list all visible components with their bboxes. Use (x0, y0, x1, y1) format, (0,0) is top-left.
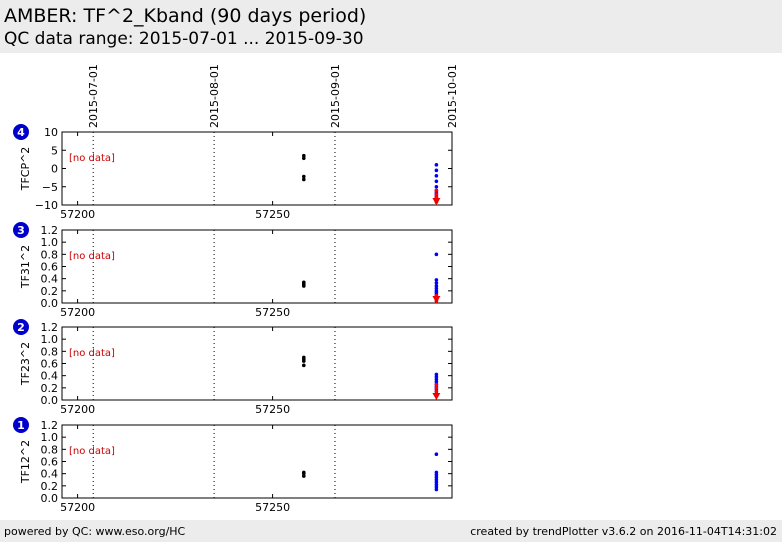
y-tick-label: 0.4 (41, 370, 59, 383)
data-point (434, 184, 439, 189)
panel-badge (13, 124, 29, 140)
data-point (434, 192, 439, 196)
x-tick-label: 57250 (255, 306, 290, 319)
page-title: AMBER: TF^2_Kband (90 days period) (4, 5, 367, 27)
y-tick-label: 1.2 (41, 321, 59, 334)
no-data-label: [no data] (69, 348, 115, 359)
data-point (434, 252, 439, 257)
outlier-marker (432, 393, 441, 400)
y-tick-label: 1.0 (41, 333, 59, 346)
y-axis-label: TFCP^2 (19, 147, 32, 192)
y-tick-label: 0.0 (41, 492, 59, 505)
y-tick-label: −5 (42, 181, 58, 194)
y-axis-label: TF31^2 (19, 245, 32, 289)
footer-created-by: created by trendPlotter v3.6.2 on 2016-1… (470, 525, 777, 538)
data-point (434, 188, 439, 193)
no-data-label: [no data] (69, 153, 115, 164)
data-point (302, 174, 306, 179)
data-point (434, 281, 439, 285)
y-tick-label: 0 (51, 163, 58, 176)
y-tick-label: 0.8 (41, 345, 59, 358)
y-tick-label: 0.6 (41, 358, 59, 371)
y-axis-label: TF23^2 (19, 342, 32, 386)
x-tick-label: 57200 (60, 501, 95, 514)
y-tick-label: 0.0 (41, 297, 59, 310)
header-bar: AMBER: TF^2_Kband (90 days period) QC da… (0, 0, 782, 53)
outlier-marker (432, 198, 441, 205)
data-point (302, 284, 306, 288)
y-tick-label: 1.0 (41, 431, 59, 444)
x-tick-label: 57200 (60, 306, 95, 319)
date-marker-label: 2015-08-01 (208, 64, 221, 128)
date-marker-label: 2015-10-01 (446, 64, 459, 128)
y-tick-label: 0.6 (41, 261, 59, 274)
data-point (434, 278, 439, 282)
x-tick-label: 57250 (255, 403, 290, 416)
y-tick-label: 0.4 (41, 468, 59, 481)
date-marker-label: 2015-07-01 (87, 64, 100, 128)
data-point (302, 177, 306, 182)
data-point (434, 487, 439, 492)
data-point (434, 174, 439, 178)
y-tick-label: 0.8 (41, 443, 59, 456)
y-tick-label: 0.0 (41, 394, 59, 407)
data-point (434, 386, 439, 390)
data-point (434, 179, 439, 184)
data-point (434, 382, 439, 387)
panel-badge (13, 222, 29, 238)
panel-badge-number: 4 (17, 126, 25, 139)
date-marker-label: 2015-09-01 (329, 64, 342, 128)
x-tick-label: 57250 (255, 208, 290, 221)
y-tick-label: −10 (35, 199, 58, 212)
y-tick-label: 0.6 (41, 456, 59, 469)
data-point (434, 163, 439, 167)
y-tick-label: 0.8 (41, 248, 59, 261)
plot-frame (61, 229, 453, 304)
page-subtitle: QC data range: 2015-07-01 ... 2015-09-30 (4, 29, 364, 49)
x-tick-label: 57200 (60, 208, 95, 221)
panel-badge-number: 1 (17, 419, 25, 432)
y-tick-label: 5 (51, 144, 58, 157)
data-point (302, 156, 306, 161)
y-tick-label: 1.2 (41, 419, 59, 432)
footer-bar: powered by QC: www.eso.org/HC created by… (0, 520, 782, 542)
data-point (302, 359, 306, 363)
panel-badge (13, 417, 29, 433)
data-point (302, 474, 306, 478)
plot-frame (61, 326, 453, 401)
data-point (434, 452, 439, 457)
y-axis-label: TF12^2 (19, 440, 32, 484)
data-point (434, 168, 439, 173)
panel-badge-number: 3 (17, 224, 25, 237)
data-point (302, 363, 306, 368)
y-tick-label: 1.2 (41, 224, 59, 237)
footer-powered-by: powered by QC: www.eso.org/HC (4, 525, 186, 538)
x-tick-label: 57200 (60, 403, 95, 416)
y-tick-label: 0.2 (41, 382, 59, 395)
data-point (302, 153, 306, 158)
y-tick-label: 1.0 (41, 236, 59, 249)
plot-frame (61, 131, 453, 206)
outlier-marker (432, 296, 441, 303)
no-data-label: [no data] (69, 446, 115, 457)
panel-badge (13, 319, 29, 335)
no-data-label: [no data] (69, 251, 115, 262)
plot-frame (61, 424, 453, 499)
x-tick-label: 57250 (255, 501, 290, 514)
data-point (434, 195, 439, 199)
y-tick-label: 0.2 (41, 480, 59, 493)
panel-badge-number: 2 (17, 321, 25, 334)
y-tick-label: 10 (44, 126, 58, 139)
y-tick-label: 0.4 (41, 273, 59, 286)
data-point (434, 389, 439, 394)
y-tick-label: 0.2 (41, 285, 59, 298)
